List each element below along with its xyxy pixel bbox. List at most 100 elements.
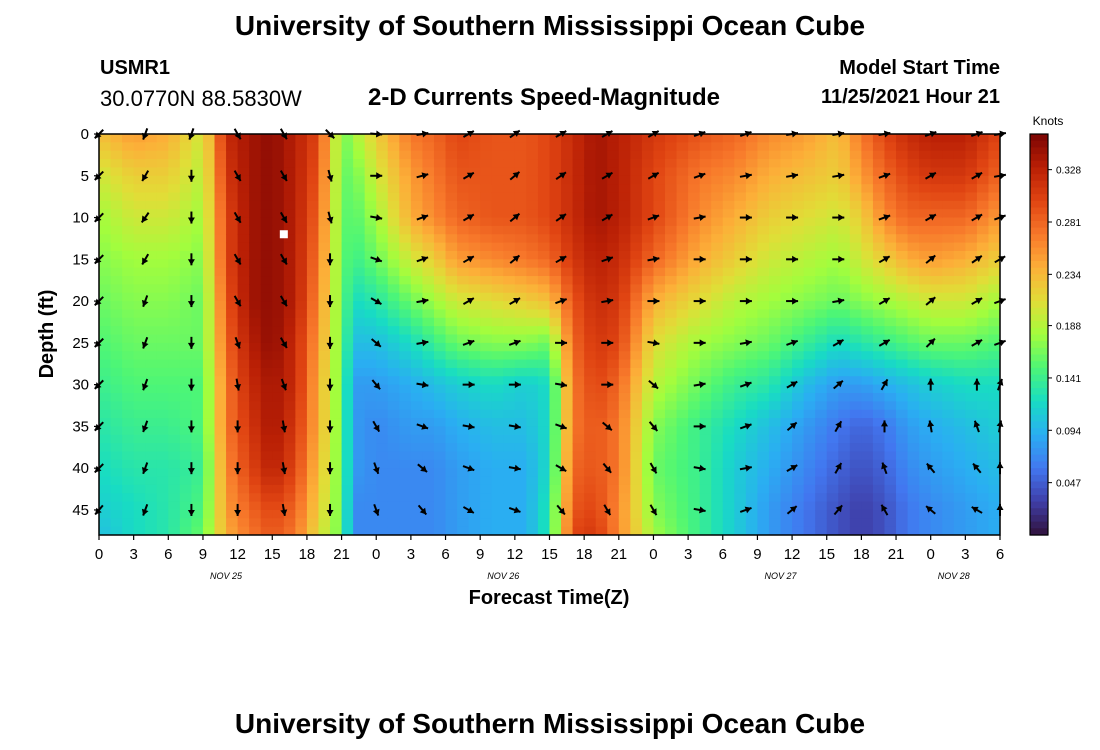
heat-cell: [237, 276, 250, 285]
arrow-head: [928, 255, 936, 262]
heat-cell: [433, 376, 447, 386]
heat-cell: [457, 526, 470, 535]
heat-cell: [734, 284, 747, 294]
heat-cell: [260, 242, 273, 252]
heat-cell: [607, 367, 620, 377]
heat-cell: [572, 217, 585, 227]
heat-cell: [283, 376, 296, 386]
current-arrow: [601, 213, 613, 222]
heat-cell: [757, 342, 770, 352]
heat-cell: [618, 409, 631, 419]
heat-cell: [272, 301, 285, 311]
heat-cell: [699, 301, 712, 311]
heat-cell: [433, 476, 447, 486]
heat-cell: [283, 167, 296, 177]
heat-cell: [826, 134, 839, 143]
heat-cell: [145, 134, 158, 143]
heat-cell: [838, 250, 851, 260]
heat-cell: [422, 409, 435, 419]
heat-cell: [745, 250, 759, 260]
heat-cell: [884, 267, 897, 277]
heat-cell: [191, 134, 204, 143]
heat-cell: [468, 134, 481, 143]
heat-cell: [988, 484, 1000, 494]
heat-cell: [295, 234, 308, 244]
heat-cell: [768, 476, 782, 486]
heat-cell: [919, 267, 932, 277]
heat-cell: [168, 392, 181, 402]
heat-cell: [110, 284, 123, 294]
heat-cell: [306, 367, 320, 377]
heat-cell: [179, 301, 193, 311]
heat-cell: [803, 225, 816, 235]
heat-cell: [838, 217, 851, 227]
heat-cell: [191, 501, 204, 511]
heat-cell: [884, 209, 897, 219]
heat-cell: [410, 200, 424, 210]
heat-cell: [595, 150, 608, 160]
heat-cell: [734, 409, 747, 419]
heat-cell: [665, 250, 678, 260]
heat-cell: [618, 501, 631, 511]
heat-cell: [110, 142, 123, 152]
heat-cell: [849, 217, 862, 227]
heat-cell: [122, 309, 135, 319]
heat-cell: [572, 509, 585, 519]
heat-cell: [249, 184, 262, 194]
heat-cell: [607, 509, 620, 519]
heat-cell: [768, 284, 782, 294]
heat-cell: [849, 401, 862, 411]
heat-cell: [872, 234, 886, 244]
heat-cell: [768, 159, 782, 169]
heat-cell: [665, 259, 678, 269]
heat-cell: [145, 518, 158, 528]
heat-cell: [907, 459, 920, 469]
heat-cell: [99, 134, 112, 143]
heat-cell: [226, 142, 239, 152]
heat-cell: [295, 276, 308, 285]
heat-cell: [792, 167, 805, 177]
model-start-value: 11/25/2021 Hour 21: [820, 86, 1000, 108]
heat-cell: [237, 418, 250, 427]
heat-cell: [745, 351, 759, 361]
heat-cell: [699, 409, 712, 419]
heat-cell: [514, 200, 527, 210]
heat-cell: [907, 392, 920, 402]
heat-cell: [537, 418, 551, 427]
heat-cell: [572, 451, 585, 461]
heat-cell: [561, 451, 574, 461]
heat-cell: [191, 317, 204, 327]
heat-cell: [826, 159, 839, 169]
heat-cell: [872, 359, 886, 369]
heat-cell: [942, 526, 955, 535]
heat-cell: [457, 242, 470, 252]
heat-cell: [376, 493, 389, 503]
heat-cell: [849, 200, 862, 210]
heat-cell: [179, 259, 193, 269]
heat-cell: [792, 184, 805, 194]
heat-cell: [445, 200, 458, 210]
heat-cell: [745, 259, 759, 269]
heat-cell: [803, 159, 816, 169]
heat-cell: [988, 234, 1000, 244]
heat-cell: [861, 250, 874, 260]
heat-cell: [537, 292, 551, 302]
heat-cell: [179, 401, 193, 411]
arrow-head: [560, 381, 567, 389]
heat-cell: [792, 200, 805, 210]
heat-cell: [480, 217, 493, 227]
heat-cell: [110, 351, 123, 361]
heat-cell: [99, 376, 112, 386]
heat-cell: [191, 484, 204, 494]
heat-cell: [630, 259, 643, 269]
heat-cell: [734, 484, 747, 494]
heat-cell: [376, 234, 389, 244]
heat-cell: [445, 342, 458, 352]
current-arrow: [508, 506, 521, 514]
heat-cell: [179, 234, 193, 244]
heat-cell: [318, 418, 331, 427]
heat-cell: [907, 175, 920, 185]
arrow-head: [142, 257, 149, 265]
arrow-head: [838, 255, 845, 263]
heatmap-cells: [99, 134, 1000, 535]
